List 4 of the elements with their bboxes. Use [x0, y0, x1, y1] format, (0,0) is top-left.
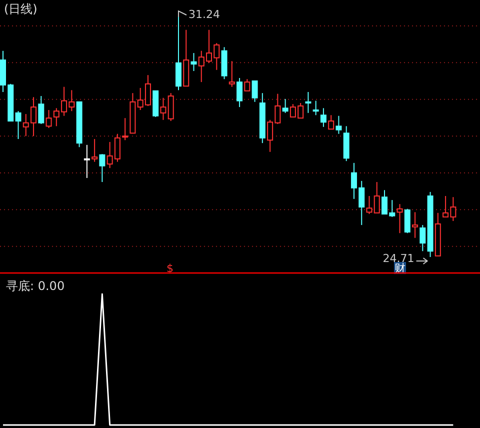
- chart-title: (日线): [4, 2, 38, 16]
- chart-title: 寻底: 0.00: [6, 279, 65, 293]
- annotation: 31.24: [188, 8, 220, 21]
- text: $: [166, 262, 174, 275]
